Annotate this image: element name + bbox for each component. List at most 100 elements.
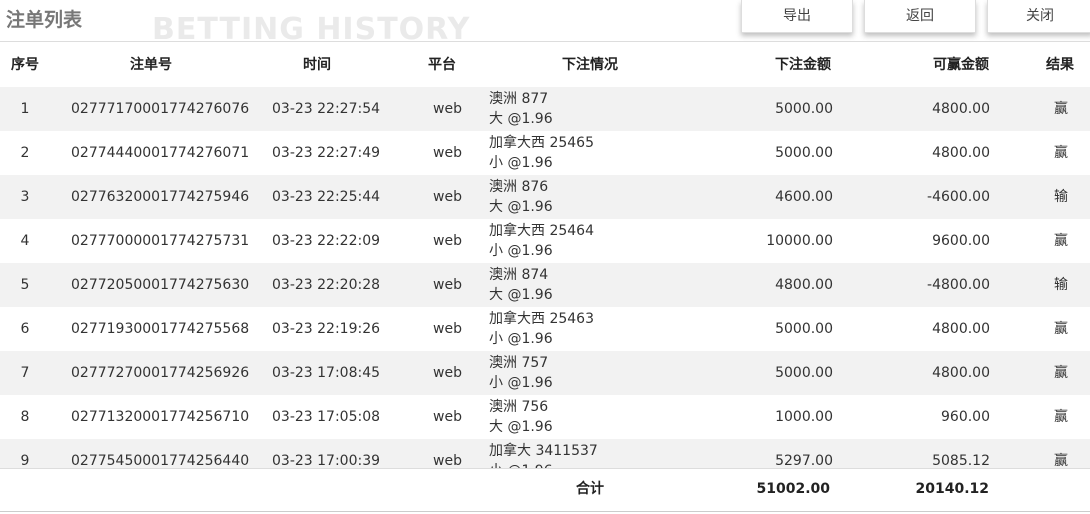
bet-game: 加拿大 3411537 (489, 443, 598, 459)
column-header: 结果 (1046, 57, 1074, 73)
platform: web (433, 189, 462, 205)
bet-game: 加拿大西 25465 (489, 135, 594, 151)
win-amount: 4800.00 (932, 145, 990, 161)
bet-game: 澳洲 757 (489, 355, 549, 371)
bet-row: 6 02771930001774275568 03-23 22:19:26 web 加拿… (0, 307, 1090, 351)
bet-game: 澳洲 877 (489, 91, 549, 107)
column-header: 下注金额 (775, 57, 831, 73)
bet-game: 澳洲 876 (489, 179, 549, 195)
order-number: 02775450001774256440 (71, 453, 250, 468)
close-button[interactable]: 关闭 (987, 0, 1090, 33)
bet-option: 大 @1.96 (489, 287, 553, 303)
bet-amount: 5000.00 (775, 365, 833, 381)
bet-time: 03-23 17:05:08 (272, 409, 381, 425)
win-amount: 4800.00 (932, 321, 990, 337)
bet-game: 澳洲 756 (489, 399, 549, 415)
back-button[interactable]: 返回 (864, 0, 976, 33)
order-number: 02771320001774256710 (71, 409, 250, 425)
bet-row: 5 02772050001774275630 03-23 22:20:28 web 澳洲… (0, 263, 1090, 307)
bet-row: 2 02774440001774276071 03-23 22:27:49 web 加拿… (0, 131, 1090, 175)
total-label: 合计 (576, 481, 604, 497)
platform: web (433, 101, 462, 117)
platform: web (433, 145, 462, 161)
result: 赢 (1054, 321, 1068, 337)
win-amount: 5085.12 (932, 453, 990, 468)
row-index: 2 (20, 145, 30, 161)
order-number: 02774440001774276071 (71, 145, 250, 161)
result: 输 (1054, 277, 1068, 293)
bet-option: 小 @1.96 (489, 331, 553, 347)
table-body: 1 02777170001774276076 03-23 22:27:54 web 澳洲… (0, 87, 1090, 468)
bet-game: 加拿大西 25464 (489, 223, 594, 239)
bet-row: 7 02777270001774256926 03-23 17:08:45 web 澳洲… (0, 351, 1090, 395)
column-header: 序号 (11, 57, 39, 73)
bet-option: 小 @1.96 (489, 375, 553, 391)
divider (0, 41, 1090, 42)
bet-time: 03-23 22:27:49 (272, 145, 381, 161)
row-index: 3 (20, 189, 30, 205)
bet-option: 大 @1.96 (489, 419, 553, 435)
page-title: 注单列表 (6, 9, 83, 31)
bet-option: 小 @1.96 (489, 461, 553, 468)
result: 输 (1054, 189, 1068, 205)
bet-amount: 5297.00 (775, 453, 833, 468)
order-number: 02777170001774276076 (71, 101, 250, 117)
platform: web (433, 233, 462, 249)
bet-row: 9 02775450001774256440 03-23 17:00:39 web 加拿… (0, 439, 1090, 468)
column-header: 平台 (428, 57, 456, 73)
bet-row: 3 02776320001774275946 03-23 22:25:44 web 澳洲… (0, 175, 1090, 219)
bet-option: 小 @1.96 (489, 155, 553, 171)
row-index: 6 (20, 321, 30, 337)
export-button[interactable]: 导出 (741, 0, 853, 33)
bet-amount: 5000.00 (775, 101, 833, 117)
result: 赢 (1054, 145, 1068, 161)
bet-game: 加拿大西 25463 (489, 311, 594, 327)
row-index: 8 (20, 409, 30, 425)
order-number: 02772050001774275630 (71, 277, 250, 293)
bet-game: 澳洲 874 (489, 267, 549, 283)
bet-option: 小 @1.96 (489, 243, 553, 259)
win-amount: 960.00 (941, 409, 990, 425)
platform: web (433, 453, 462, 468)
bet-amount: 5000.00 (775, 145, 833, 161)
win-amount: 4800.00 (932, 365, 990, 381)
bet-amount: 4600.00 (775, 189, 833, 205)
bet-time: 03-23 22:27:54 (272, 101, 381, 117)
result: 赢 (1054, 101, 1068, 117)
column-header: 可赢金额 (933, 57, 989, 73)
table-footer: 合计 51002.00 20140.12 (0, 468, 1090, 512)
column-header: 时间 (303, 57, 331, 73)
row-index: 5 (20, 277, 30, 293)
order-number: 02771930001774275568 (71, 321, 250, 337)
result: 赢 (1054, 453, 1068, 468)
total-bet: 51002.00 (756, 481, 830, 497)
bet-option: 大 @1.96 (489, 111, 553, 127)
total-win: 20140.12 (915, 481, 989, 497)
column-header: 注单号 (130, 57, 172, 73)
platform: web (433, 365, 462, 381)
win-amount: 4800.00 (932, 101, 990, 117)
bet-time: 03-23 22:20:28 (272, 277, 381, 293)
bet-time: 03-23 22:19:26 (272, 321, 381, 337)
result: 赢 (1054, 409, 1068, 425)
bet-row: 1 02777170001774276076 03-23 22:27:54 web 澳洲… (0, 87, 1090, 131)
bet-time: 03-23 22:22:09 (272, 233, 381, 249)
order-number: 02777270001774256926 (71, 365, 250, 381)
result: 赢 (1054, 233, 1068, 249)
bet-row: 4 02777000001774275731 03-23 22:22:09 web 加拿… (0, 219, 1090, 263)
win-amount: -4600.00 (927, 189, 990, 205)
bet-time: 03-23 17:00:39 (272, 453, 381, 468)
row-index: 7 (20, 365, 30, 381)
bet-time: 03-23 17:08:45 (272, 365, 381, 381)
win-amount: -4800.00 (927, 277, 990, 293)
platform: web (433, 277, 462, 293)
result: 赢 (1054, 365, 1068, 381)
platform: web (433, 409, 462, 425)
row-index: 1 (20, 101, 30, 117)
order-number: 02776320001774275946 (71, 189, 250, 205)
row-index: 4 (20, 233, 30, 249)
bet-time: 03-23 22:25:44 (272, 189, 381, 205)
row-index: 9 (20, 453, 30, 468)
column-header: 下注情况 (562, 57, 618, 73)
